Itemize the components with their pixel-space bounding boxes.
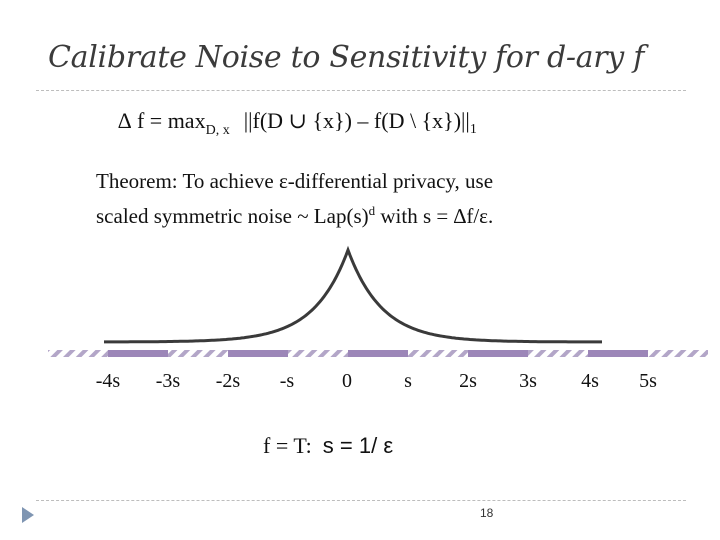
- axis-solid-segment: [348, 350, 408, 357]
- footer-divider: [36, 500, 686, 501]
- title-divider: [36, 90, 686, 91]
- axis-tick-label: s: [404, 370, 412, 392]
- axis-hatched-segment: [48, 350, 108, 357]
- theorem-text: Theorem: To achieve ε-differential priva…: [96, 166, 493, 231]
- axis-tick-label: 3s: [519, 370, 537, 392]
- theorem-line-2-a: scaled symmetric noise ~ Lap(s): [96, 204, 369, 228]
- axis-hatched-segment: [408, 350, 468, 357]
- axis-hatched-segment: [168, 350, 228, 357]
- axis-solid-segment: [468, 350, 528, 357]
- theorem-line-1: Theorem: To achieve ε-differential priva…: [96, 169, 494, 193]
- axis-tick-label: 5s: [639, 370, 657, 392]
- axis-solid-segment: [108, 350, 168, 357]
- axis-hatched-segment: [648, 350, 708, 357]
- formula-rhs: ||f(D ∪ {x}) – f(D \ {x})||: [243, 108, 470, 133]
- sensitivity-formula: ∆ f = maxD, x ||f(D ∪ {x}) – f(D \ {x})||…: [118, 108, 477, 138]
- axis-hatched-segment: [528, 350, 588, 357]
- formula-subscript: D, x: [205, 123, 230, 138]
- axis-bar: [48, 350, 708, 357]
- formula-lhs: ∆ f = max: [118, 108, 206, 133]
- axis-tick-label: -2s: [215, 370, 241, 392]
- axis-solid-segment: [228, 350, 288, 357]
- special-case-condition: f = T:: [263, 433, 312, 458]
- page-number: 18: [480, 506, 494, 520]
- theorem-superscript: d: [368, 203, 376, 218]
- axis-solid-segment: [588, 350, 648, 357]
- axis-tick-label: 0: [342, 370, 352, 392]
- special-case-scale: s = 1/ ε: [322, 433, 394, 458]
- theorem-line-2: scaled symmetric noise ~ Lap(s)d with s …: [96, 196, 493, 231]
- formula-norm-subscript: 1: [469, 122, 477, 137]
- axis-tick-label: 2s: [459, 370, 477, 392]
- slide-title: Calibrate Noise to Sensitivity for d-ary…: [48, 40, 644, 75]
- axis-tick-label: -3s: [155, 370, 181, 392]
- axis-tick-label: 4s: [581, 370, 599, 392]
- theorem-line-2-b: with s = ∆f/ε.: [375, 204, 494, 228]
- laplace-curve: [104, 245, 602, 344]
- slide-bullet-icon: [22, 507, 34, 523]
- axis-tick-label: -s: [279, 370, 295, 392]
- axis-tick-label: -4s: [95, 370, 121, 392]
- axis-hatched-segment: [288, 350, 348, 357]
- special-case-line: f = T: s = 1/ ε: [263, 433, 393, 459]
